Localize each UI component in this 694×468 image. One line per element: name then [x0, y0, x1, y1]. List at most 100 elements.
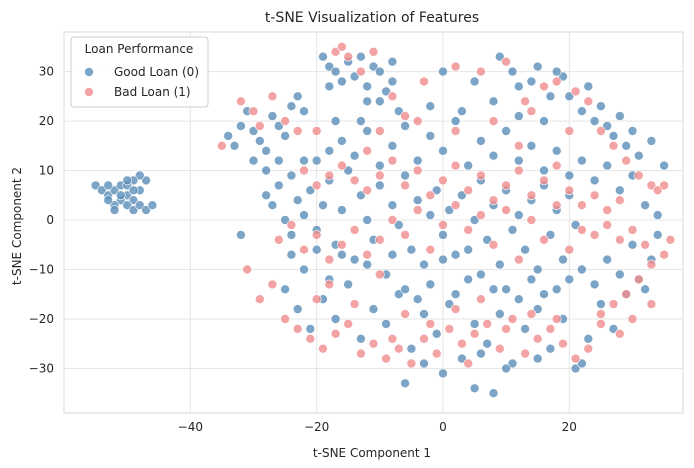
point-bad-loan: [362, 146, 373, 156]
point-good-loan: [128, 185, 139, 196]
point-good-loan: [362, 215, 373, 225]
point-bad-loan: [387, 215, 398, 225]
point-good-loan: [406, 343, 417, 354]
point-bad-loan: [356, 66, 366, 77]
point-good-loan: [596, 101, 606, 111]
point-bad-loan: [526, 190, 537, 201]
point-good-loan: [147, 200, 158, 210]
point-bad-loan: [570, 353, 581, 364]
point-good-loan: [551, 284, 562, 295]
point-bad-loan: [324, 170, 335, 181]
x-tick-label: −40: [178, 420, 203, 434]
point-good-loan: [368, 304, 379, 314]
point-bad-loan: [501, 180, 511, 191]
point-bad-loan: [254, 121, 265, 131]
series-bad-loan-layer: [217, 41, 676, 369]
point-good-loan: [577, 358, 587, 369]
point-good-loan: [596, 299, 606, 309]
point-good-loan: [292, 304, 303, 314]
point-good-loan: [135, 200, 145, 210]
y-tick-label: 0: [46, 213, 54, 227]
point-good-loan: [438, 254, 448, 265]
point-good-loan: [589, 116, 600, 126]
point-good-loan: [324, 61, 335, 72]
point-bad-loan: [387, 333, 398, 344]
point-bad-loan: [450, 304, 461, 314]
point-good-loan: [457, 190, 467, 201]
point-good-loan: [280, 215, 290, 225]
point-good-loan: [602, 121, 613, 131]
point-bad-loan: [280, 314, 290, 324]
legend-box: [70, 36, 209, 108]
point-good-loan: [103, 195, 113, 205]
point-bad-loan: [280, 116, 290, 126]
point-bad-loan: [640, 240, 650, 250]
point-good-loan: [444, 205, 455, 215]
point-good-loan: [393, 220, 404, 230]
point-good-loan: [248, 155, 259, 166]
point-bad-loan: [400, 111, 410, 121]
point-bad-loan: [596, 126, 606, 136]
point-bad-loan: [583, 96, 594, 107]
point-good-loan: [608, 324, 619, 334]
point-bad-loan: [551, 314, 562, 324]
point-bad-loan: [608, 141, 619, 151]
point-good-loan: [330, 66, 341, 77]
point-bad-loan: [513, 141, 524, 151]
point-good-loan: [311, 244, 322, 255]
point-bad-loan: [305, 333, 316, 344]
point-good-loan: [349, 71, 360, 82]
point-good-loan: [135, 170, 145, 181]
point-good-loan: [570, 220, 581, 230]
point-good-loan: [438, 66, 448, 77]
point-good-loan: [374, 66, 385, 77]
point-bad-loan: [526, 309, 537, 319]
point-good-loan: [393, 289, 404, 300]
point-good-loan: [476, 348, 486, 359]
point-bad-loan: [368, 46, 379, 57]
point-good-loan: [513, 155, 524, 166]
point-bad-loan: [513, 165, 524, 176]
point-good-loan: [589, 175, 600, 186]
point-bad-loan: [381, 353, 391, 364]
point-bad-loan: [349, 175, 360, 186]
point-bad-loan: [646, 259, 657, 270]
point-good-loan: [507, 66, 518, 77]
point-bad-loan: [419, 76, 429, 87]
point-bad-loan: [602, 205, 613, 215]
point-good-loan: [614, 111, 625, 121]
legend-title: Loan Performance: [85, 42, 194, 56]
point-bad-loan: [450, 200, 461, 210]
point-good-loan: [343, 165, 354, 176]
legend: Loan Performance Good Loan (0) Bad Loan …: [70, 36, 209, 108]
point-bad-loan: [444, 324, 455, 334]
point-good-loan: [608, 131, 619, 141]
point-good-loan: [431, 185, 442, 196]
point-good-loan: [122, 200, 132, 210]
point-bad-loan: [526, 106, 537, 116]
point-good-loan: [457, 353, 467, 364]
point-good-loan: [248, 126, 259, 136]
point-good-loan: [374, 160, 385, 171]
point-bad-loan: [526, 215, 537, 225]
point-bad-loan: [292, 126, 303, 136]
point-good-loan: [469, 319, 480, 329]
point-good-loan: [614, 185, 625, 196]
point-bad-loan: [362, 249, 373, 260]
point-good-loan: [425, 101, 436, 111]
point-good-loan: [412, 294, 423, 305]
y-axis-label: t-SNE Component 2: [10, 167, 24, 285]
point-good-loan: [374, 180, 385, 191]
point-good-loan: [273, 180, 284, 191]
point-good-loan: [539, 165, 549, 176]
point-good-loan: [564, 274, 575, 285]
point-bad-loan: [343, 319, 354, 329]
point-good-loan: [299, 106, 309, 116]
point-bad-loan: [665, 235, 676, 245]
point-bad-loan: [412, 165, 423, 176]
point-bad-loan: [494, 343, 505, 354]
point-good-loan: [419, 259, 429, 270]
point-bad-loan: [299, 244, 309, 255]
point-good-loan: [438, 230, 448, 240]
